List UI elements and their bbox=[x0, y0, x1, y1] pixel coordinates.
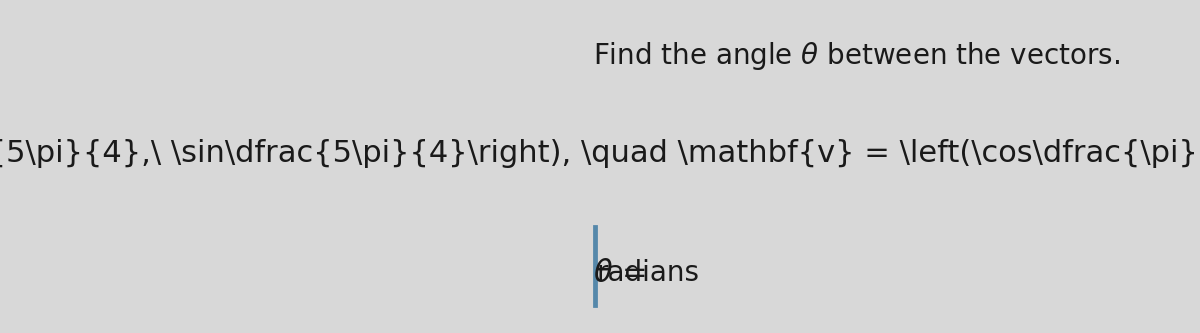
Text: Find the angle $\theta$ between the vectors.: Find the angle $\theta$ between the vect… bbox=[593, 40, 1121, 72]
Text: \mathbf{u} = \left(\cos\dfrac{5\pi}{4},\ \sin\dfrac{5\pi}{4}\right), \quad \math: \mathbf{u} = \left(\cos\dfrac{5\pi}{4},\… bbox=[0, 139, 1200, 168]
Text: $\theta$ =: $\theta$ = bbox=[593, 258, 646, 288]
Text: radians: radians bbox=[596, 259, 700, 287]
